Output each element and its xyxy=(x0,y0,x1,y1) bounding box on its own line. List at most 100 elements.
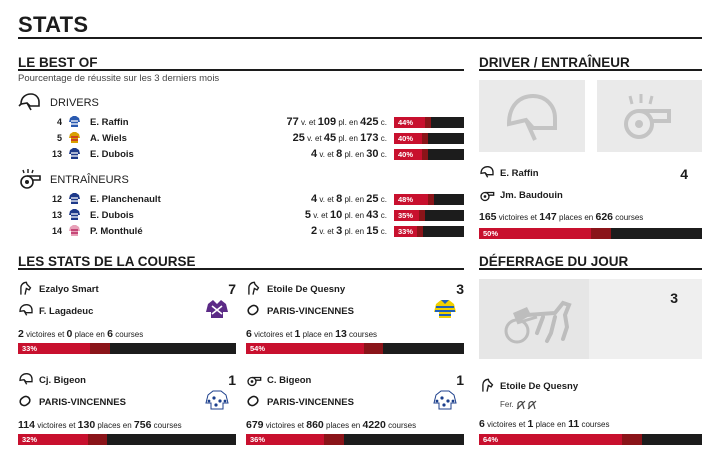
trainer-row[interactable]: 13 E. Dubois 5 v. et 10 pl. en 43 c. 35% xyxy=(40,208,464,222)
whistle-icon xyxy=(624,94,671,139)
best-of-subtitle: Pourcentage de réussite sur les 3 dernie… xyxy=(18,73,220,84)
driver-photo-placeholder xyxy=(479,80,585,152)
silk-icon xyxy=(204,298,230,325)
course-stat-card: Cj. Bigeon 1 PARIS-VINCENNES 114 victoir… xyxy=(18,372,236,452)
deferrage-progress-bar: 64% xyxy=(479,434,702,445)
silk-icon xyxy=(68,192,81,205)
title-rule xyxy=(18,37,702,39)
trainer-progress-bar: 33% xyxy=(394,226,464,237)
silk-icon xyxy=(68,115,81,128)
rank: 13 xyxy=(51,210,62,220)
card-progress-bar: 36% xyxy=(246,434,464,445)
silk-icon xyxy=(68,131,81,144)
card-number: 3 xyxy=(456,281,464,297)
whistle-icon xyxy=(18,168,42,190)
page-title: STATS xyxy=(18,12,89,37)
driver-progress-bar: 44% xyxy=(394,117,464,128)
trainer-stat: 5 v. et 10 pl. en 43 c. xyxy=(304,209,387,221)
horse-head-icon xyxy=(246,281,260,296)
trainer-progress-bar: 48% xyxy=(394,194,464,205)
deferrage-stats-line: 6 victoires et 1 place en 11 courses xyxy=(479,418,610,430)
card-top-name[interactable]: C. Bigeon xyxy=(267,375,312,386)
trainer-photo-placeholder xyxy=(597,80,702,152)
trainer-name[interactable]: P. Monthulé xyxy=(90,226,143,237)
racetrack-icon xyxy=(246,303,260,317)
card-number: 7 xyxy=(228,281,236,297)
dt-progress-bar: 50% xyxy=(479,228,702,239)
card-sub-name[interactable]: PARIS-VINCENNES xyxy=(267,306,354,317)
dt-driver-number: 4 xyxy=(680,166,688,182)
sulky-horse-icon xyxy=(504,300,572,344)
driver-row[interactable]: 5 A. Wiels 25 v. et 45 pl. en 173 c. 40% xyxy=(40,131,464,145)
driver-helmet-icon xyxy=(479,165,495,179)
trainer-stat: 4 v. et 8 pl. en 25 c. xyxy=(310,193,387,205)
best-of-title: LE BEST OF xyxy=(18,55,98,70)
sulky-photo-placeholder xyxy=(479,279,702,359)
course-stat-card: Etoile De Quesny 3 PARIS-VINCENNES 6 vic… xyxy=(246,281,464,361)
dt-stats-line: 165 victoires et 147 places en 626 cours… xyxy=(479,211,644,223)
course-stats-rule xyxy=(18,268,464,270)
deferrage-rule xyxy=(479,268,702,270)
silk-icon xyxy=(68,224,81,237)
driver-progress-bar: 40% xyxy=(394,133,464,144)
driver-stat: 25 v. et 45 pl. en 173 c. xyxy=(292,132,387,144)
card-number: 1 xyxy=(456,372,464,388)
best-of-rule xyxy=(18,69,464,71)
driver-row[interactable]: 13 E. Dubois 4 v. et 8 pl. en 30 c. 40% xyxy=(40,147,464,161)
card-progress-bar: 32% xyxy=(18,434,236,445)
driver-helmet-icon xyxy=(18,92,42,112)
deferrage-title: DÉFERRAGE DU JOUR xyxy=(479,254,629,269)
driver-stat: 4 v. et 8 pl. en 30 c. xyxy=(310,148,387,160)
driver-trainer-rule xyxy=(479,69,702,71)
card-stats-line: 2 victoires et 0 place en 6 courses xyxy=(18,328,144,340)
driver-helmet-icon xyxy=(18,372,34,386)
driver-name[interactable]: E. Dubois xyxy=(90,149,134,160)
card-sub-name[interactable]: PARIS-VINCENNES xyxy=(267,397,354,408)
drivers-label: DRIVERS xyxy=(50,97,99,109)
rank: 12 xyxy=(51,194,62,204)
card-top-name[interactable]: Etoile De Quesny xyxy=(267,284,346,295)
rank: 14 xyxy=(51,226,62,236)
course-stats-title: LES STATS DE LA COURSE xyxy=(18,254,196,269)
card-sub-name[interactable]: PARIS-VINCENNES xyxy=(39,397,126,408)
silk-icon xyxy=(432,298,458,325)
driver-progress-bar: 40% xyxy=(394,149,464,160)
silk-icon xyxy=(68,208,81,221)
whistle-icon xyxy=(479,187,495,202)
driver-helmet-icon xyxy=(18,303,34,317)
trainer-row[interactable]: 12 E. Planchenault 4 v. et 8 pl. en 25 c… xyxy=(40,192,464,206)
driver-name[interactable]: A. Wiels xyxy=(90,133,127,144)
driver-trainer-title: DRIVER / ENTRAÎNEUR xyxy=(479,55,630,70)
card-number: 1 xyxy=(228,372,236,388)
rank: 13 xyxy=(51,149,62,159)
rank: 5 xyxy=(56,133,62,143)
trainer-progress-bar: 35% xyxy=(394,210,464,221)
card-top-name[interactable]: Cj. Bigeon xyxy=(39,375,86,386)
driver-helmet-icon xyxy=(506,93,557,141)
dt-driver-name[interactable]: E. Raffin xyxy=(500,168,539,179)
racetrack-icon xyxy=(246,394,260,408)
horseshoe-removed-icon xyxy=(516,400,537,410)
silk-icon xyxy=(204,389,230,416)
course-stat-card: C. Bigeon 1 PARIS-VINCENNES 679 victoire… xyxy=(246,372,464,452)
trainer-stat: 2 v. et 3 pl. en 15 c. xyxy=(310,225,387,237)
deferrage-fer: Fer. xyxy=(500,400,538,410)
trainer-name[interactable]: E. Dubois xyxy=(90,210,134,221)
deferrage-number: 3 xyxy=(670,290,678,306)
card-stats-line: 6 victoires et 1 place en 13 courses xyxy=(246,328,378,340)
deferrage-horse[interactable]: Etoile De Quesny xyxy=(500,381,579,392)
card-progress-bar: 33% xyxy=(18,343,236,354)
driver-row[interactable]: 4 E. Raffin 77 v. et 109 pl. en 425 c. 4… xyxy=(40,115,464,129)
driver-name[interactable]: E. Raffin xyxy=(90,117,129,128)
trainer-row[interactable]: 14 P. Monthulé 2 v. et 3 pl. en 15 c. 33… xyxy=(40,224,464,238)
silk-icon xyxy=(68,147,81,160)
card-sub-name[interactable]: F. Lagadeuc xyxy=(39,306,94,317)
silk-icon xyxy=(432,389,458,416)
trainers-label: ENTRAÎNEURS xyxy=(50,174,129,186)
course-stat-card: Ezalyo Smart 7 F. Lagadeuc 2 victoires e… xyxy=(18,281,236,361)
horse-head-icon xyxy=(18,281,32,296)
card-top-name[interactable]: Ezalyo Smart xyxy=(39,284,99,295)
trainer-name[interactable]: E. Planchenault xyxy=(90,194,161,205)
dt-trainer-name[interactable]: Jm. Baudouin xyxy=(500,190,563,201)
rank: 4 xyxy=(56,117,62,127)
